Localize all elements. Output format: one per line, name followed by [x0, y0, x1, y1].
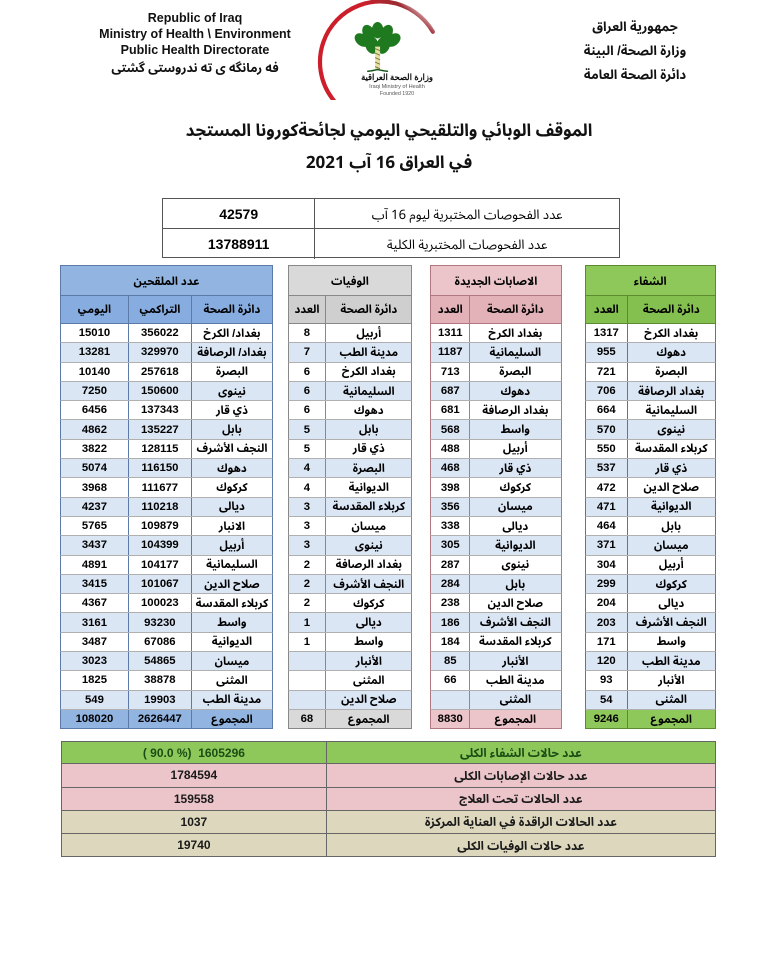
svg-text:Founded 1920: Founded 1920: [380, 91, 414, 97]
svg-text:وزارة الصحة العراقية: وزارة الصحة العراقية: [361, 72, 433, 83]
svg-text:Iraqi Ministry of Health: Iraqi Ministry of Health: [369, 84, 425, 90]
